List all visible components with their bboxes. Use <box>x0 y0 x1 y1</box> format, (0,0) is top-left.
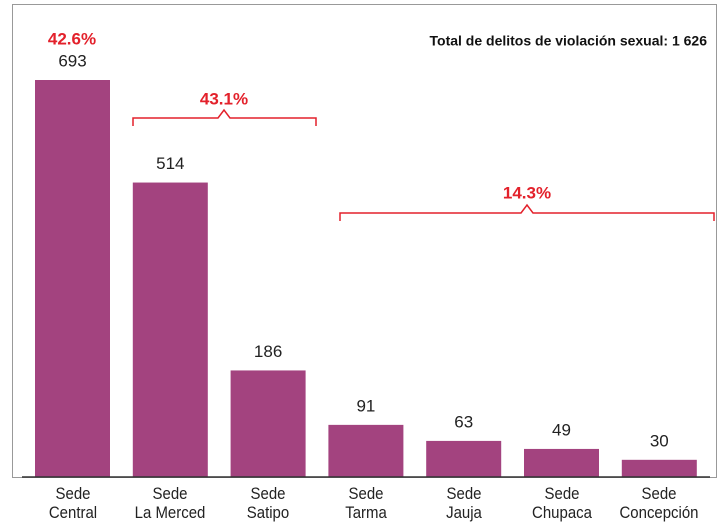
bar <box>230 370 306 477</box>
x-tick-label: Sede La Merced <box>134 484 206 522</box>
share-label: 14.3% <box>503 183 551 202</box>
bar <box>524 448 599 477</box>
x-tick-label: Sede Jauja <box>445 484 482 522</box>
value-label: 49 <box>552 420 571 439</box>
bar <box>328 424 404 477</box>
value-label: 91 <box>356 396 375 415</box>
x-tick-label: Sede Satipo <box>246 484 290 522</box>
bracket <box>132 108 317 126</box>
value-label: 693 <box>58 51 86 70</box>
value-label: 30 <box>650 431 669 450</box>
x-tick-label: Sede Central <box>48 484 97 522</box>
value-label: 514 <box>156 154 184 173</box>
x-tick-label: Sede Concepción <box>619 484 699 522</box>
bar <box>621 459 697 477</box>
bar <box>35 80 110 477</box>
bar <box>132 182 208 477</box>
x-tick-label: Sede Chupaca <box>531 484 592 522</box>
x-tick-label: Sede Tarma <box>345 484 387 522</box>
value-label: 63 <box>454 412 473 431</box>
bracket <box>339 203 715 221</box>
share-label: 42.6% <box>48 29 96 48</box>
total-note: Total de delitos de violación sexual: 1 … <box>430 33 708 49</box>
share-label: 43.1% <box>200 89 248 108</box>
value-label: 186 <box>254 342 282 361</box>
bar <box>426 440 502 477</box>
